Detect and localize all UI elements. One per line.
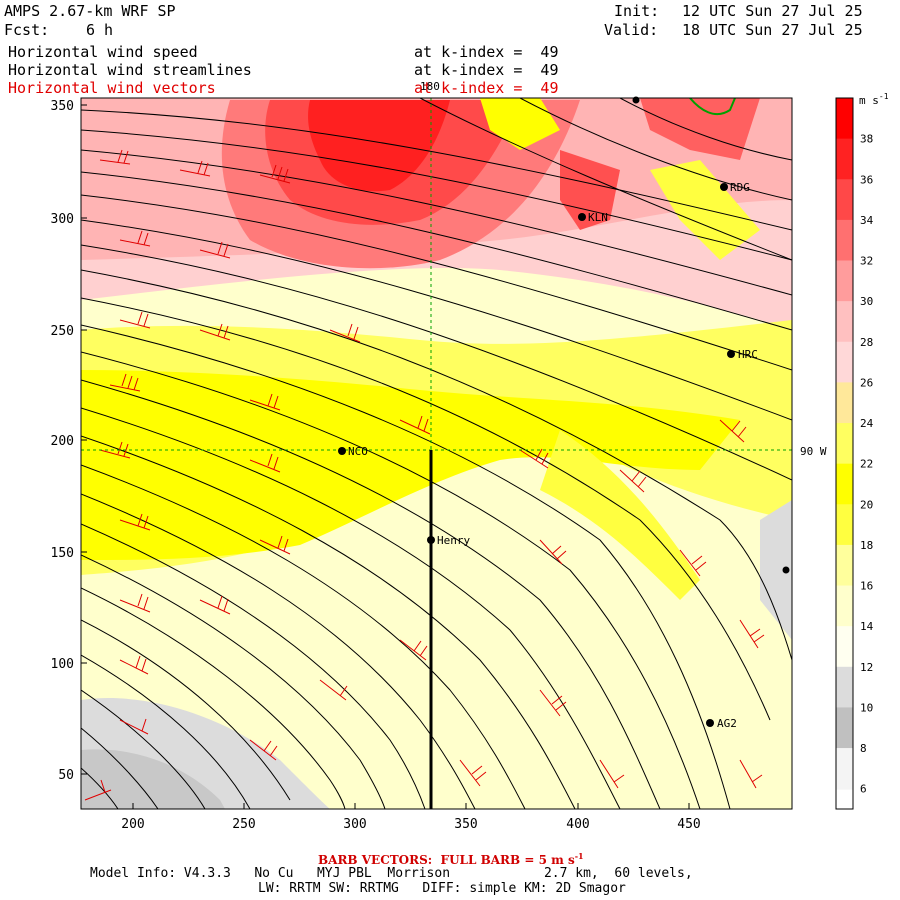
colorbar-segment bbox=[836, 98, 853, 140]
station-marker bbox=[578, 213, 586, 221]
field-level-speed: at k-index = 49 bbox=[414, 43, 559, 61]
colorbar-segment bbox=[836, 260, 853, 303]
init-value: 12 UTC Sun 27 Jul 25 bbox=[682, 2, 863, 20]
colorbar-segment bbox=[836, 748, 853, 790]
field-name-vectors: Horizontal wind vectors bbox=[8, 79, 216, 97]
colorbar-segment bbox=[836, 585, 853, 628]
plot-frame bbox=[80, 97, 793, 810]
barb-note: BARB VECTORS: FULL BARB = 5 m s-1 bbox=[318, 851, 584, 867]
colorbar-segment bbox=[836, 138, 853, 181]
wind-speed-shading bbox=[81, 98, 792, 809]
station-ag2: AG2 bbox=[706, 717, 737, 730]
station-marker bbox=[727, 350, 735, 358]
station-marker bbox=[632, 96, 640, 104]
x-tick-label: 250 bbox=[232, 817, 255, 832]
y-tick-label: 300 bbox=[51, 212, 74, 227]
forecast-label: Fcst: bbox=[4, 21, 50, 39]
field-name-streamlines: Horizontal wind streamlines bbox=[8, 61, 252, 79]
y-tick-label: 250 bbox=[51, 324, 74, 339]
station-marker bbox=[706, 719, 714, 727]
colorbar-label: 30 bbox=[860, 295, 873, 308]
wind-barbs bbox=[84, 149, 765, 801]
colorbar-segment bbox=[836, 544, 853, 587]
axis-ticks bbox=[81, 104, 690, 809]
colorbar-label: 10 bbox=[860, 701, 873, 714]
physics-info: LW: RRTM SW: RRTMG DIFF: simple KM: 2D S… bbox=[258, 881, 626, 896]
field-level-streamlines: at k-index = 49 bbox=[414, 61, 559, 79]
y-tick-label: 150 bbox=[51, 546, 74, 561]
colorbar-label: 8 bbox=[860, 742, 867, 755]
station-label: AG2 bbox=[717, 717, 737, 730]
colorbar-segment bbox=[836, 179, 853, 221]
colorbar-label: 18 bbox=[860, 539, 873, 552]
station-label: KLN bbox=[588, 211, 608, 224]
x-tick-label: 450 bbox=[677, 817, 700, 832]
colorbar-label: 28 bbox=[860, 336, 873, 349]
colorbar-segment bbox=[836, 341, 853, 384]
x-tick-label: 200 bbox=[121, 817, 144, 832]
station-label: HRC bbox=[738, 348, 758, 361]
station-henry: Henry bbox=[427, 534, 470, 547]
parallel-label: 90 W bbox=[800, 445, 827, 458]
station-marker bbox=[720, 183, 728, 191]
colorbar-label: 12 bbox=[860, 661, 873, 674]
valid-value: 18 UTC Sun 27 Jul 25 bbox=[682, 21, 863, 39]
station-label: NCO bbox=[348, 445, 368, 458]
colorbar-label: 22 bbox=[860, 458, 873, 471]
x-tick-label: 300 bbox=[343, 817, 366, 832]
colorbar-label: 36 bbox=[860, 173, 873, 186]
colorbar-frame bbox=[835, 97, 854, 810]
colorbar-segment bbox=[836, 504, 853, 546]
colorbar-segment bbox=[836, 219, 853, 262]
colorbar-label: 24 bbox=[860, 417, 874, 430]
station-label: RDG bbox=[730, 181, 750, 194]
station-hrc: HRC bbox=[727, 348, 758, 361]
model-title: AMPS 2.67-km WRF SP bbox=[4, 2, 176, 20]
station-marker bbox=[427, 536, 435, 544]
y-tick-label: 350 bbox=[51, 99, 74, 114]
valid-label: Valid: bbox=[604, 21, 659, 39]
station-label: Henry bbox=[437, 534, 470, 547]
colorbar-label: 20 bbox=[860, 498, 873, 511]
colorbar-segment bbox=[836, 707, 853, 750]
colorbar-segment bbox=[836, 666, 853, 709]
colorbar-label: 38 bbox=[860, 133, 873, 146]
colorbar-segment bbox=[836, 423, 853, 465]
station-kln: KLN bbox=[578, 211, 608, 224]
meridian-label: 180 bbox=[420, 80, 440, 93]
streamlines bbox=[81, 98, 792, 809]
station-rdg: RDG bbox=[720, 181, 750, 194]
y-tick-label: 200 bbox=[51, 434, 74, 449]
colorbar-label: 26 bbox=[860, 376, 873, 389]
colorbar bbox=[836, 98, 853, 790]
y-tick-label: 50 bbox=[58, 768, 74, 783]
colorbar-label: 32 bbox=[860, 255, 873, 268]
station-marker bbox=[338, 447, 346, 455]
x-tick-label: 400 bbox=[566, 817, 589, 832]
colorbar-segment bbox=[836, 382, 853, 425]
station-marker bbox=[782, 566, 790, 574]
colorbar-label: 6 bbox=[860, 783, 867, 796]
colorbar-unit: m s-1 bbox=[859, 92, 889, 107]
field-level-vectors: at k-index = 49 bbox=[414, 79, 559, 97]
station-nco: NCO bbox=[338, 445, 368, 458]
colorbar-segment bbox=[836, 463, 853, 506]
init-label: Init: bbox=[614, 2, 660, 20]
forecast-value: 6 h bbox=[86, 21, 114, 39]
colorbar-segment bbox=[836, 626, 853, 668]
colorbar-label: 34 bbox=[860, 214, 874, 227]
colorbar-label: 14 bbox=[860, 620, 874, 633]
y-tick-label: 100 bbox=[51, 657, 74, 672]
colorbar-segment bbox=[836, 301, 853, 343]
field-name-speed: Horizontal wind speed bbox=[8, 43, 198, 61]
coastline bbox=[689, 98, 736, 116]
model-info: Model Info: V4.3.3 No Cu MYJ PBL Morriso… bbox=[90, 866, 693, 881]
x-tick-label: 350 bbox=[454, 817, 477, 832]
colorbar-label: 16 bbox=[860, 580, 873, 593]
